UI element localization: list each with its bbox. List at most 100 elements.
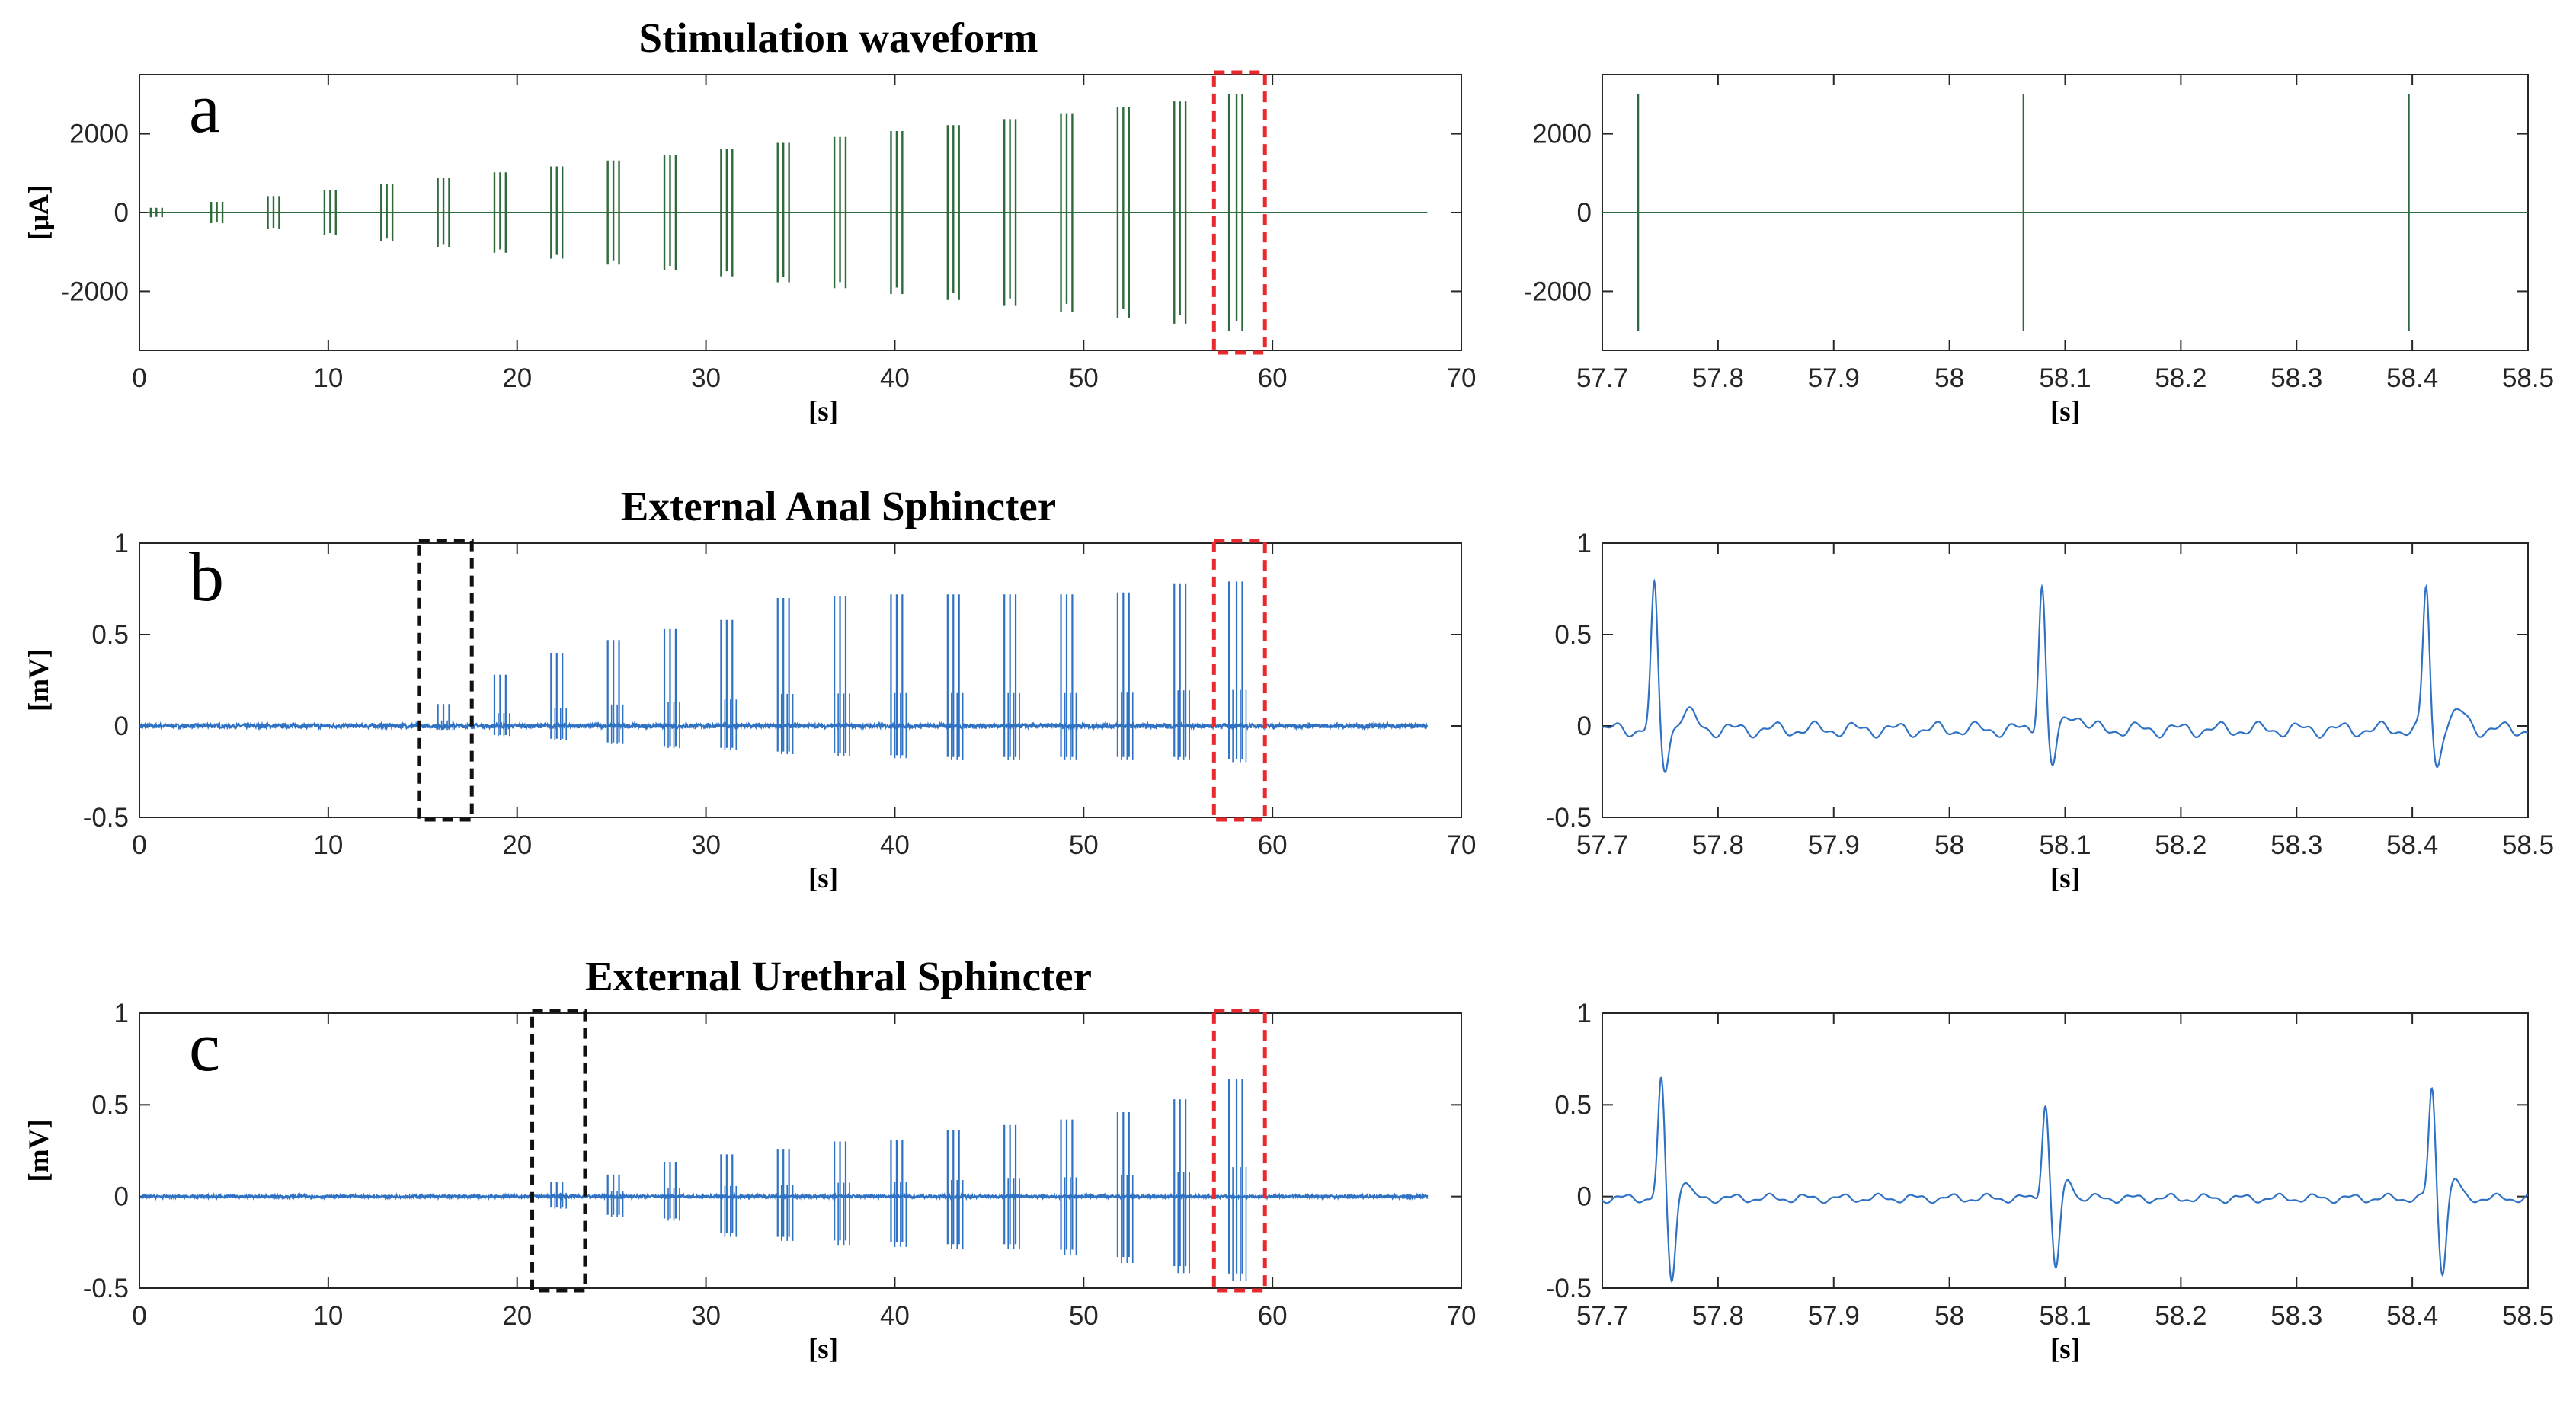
panel-b-anal-sphincter-zoom: 57.7 57.8 57.9 58 58.1 58.2 58.3 58.4 58.5 -0.5 0 0… xyxy=(1546,529,2554,894)
x-tick-label: 0 xyxy=(132,1301,146,1331)
y-tick-label: 0 xyxy=(1577,198,1592,228)
y-axis-label: [μA] xyxy=(24,185,55,240)
y-tick-label: 0 xyxy=(114,711,129,741)
y-tick-label: -0.5 xyxy=(1546,803,1592,833)
y-tick-label: 0 xyxy=(114,1182,129,1212)
x-tick-label: 70 xyxy=(1447,363,1477,393)
highlight-box xyxy=(1211,539,1267,822)
plot-area xyxy=(146,94,1428,331)
x-tick-label: 58.4 xyxy=(2386,830,2438,860)
panel-letter: b xyxy=(189,538,224,616)
y-tick-label: 1 xyxy=(114,999,129,1028)
y-tick-label: 0.5 xyxy=(91,1090,129,1120)
panel-title: External Urethral Sphincter xyxy=(585,953,1092,999)
y-tick-label: 0.5 xyxy=(1554,620,1592,650)
x-tick-label: 57.8 xyxy=(1692,1301,1744,1331)
x-tick-label: 58.5 xyxy=(2502,830,2554,860)
panel-c-urethral-sphincter-full: 0 10 20 30 40 50 60 70-0.500.51[s][mV]External … xyxy=(24,953,1476,1365)
panel-c-urethral-sphincter-zoom: 57.7 57.8 57.9 58 58.1 58.2 58.3 58.4 58.5 -0.5 0 0… xyxy=(1546,999,2554,1365)
x-tick-label: 58.2 xyxy=(2155,830,2206,860)
x-tick-label: 20 xyxy=(502,363,532,393)
plot-area xyxy=(1602,578,2528,773)
x-tick-label: 10 xyxy=(313,363,343,393)
panel-a-stimulation-zoom: 57.7 57.8 57.9 58 58.1 58.2 58.3 58.4 58.5 -2000 0… xyxy=(1523,74,2554,427)
x-tick-label: 10 xyxy=(313,1301,343,1331)
x-tick-label: 58 xyxy=(1934,363,1964,393)
plot-frame xyxy=(1602,1012,2529,1289)
y-tick-label: 2000 xyxy=(1532,120,1592,149)
y-tick-label: 0.5 xyxy=(1554,1090,1592,1120)
x-tick-label: 57.7 xyxy=(1576,1301,1628,1331)
x-tick-label: 58.5 xyxy=(2502,363,2554,393)
highlight-box xyxy=(1211,1009,1267,1293)
y-tick-label: 1 xyxy=(114,529,129,558)
y-tick-label: -2000 xyxy=(60,277,129,306)
panel-title: Stimulation waveform xyxy=(639,14,1038,61)
y-tick-label: 0 xyxy=(114,198,129,228)
emg-zoom-trace xyxy=(1602,578,2528,773)
highlight-box xyxy=(417,539,474,822)
panel-title: External Anal Sphincter xyxy=(621,483,1056,529)
y-axis-label: [mV] xyxy=(24,649,55,711)
x-tick-label: 50 xyxy=(1069,1301,1099,1331)
x-tick-label: 58.1 xyxy=(2039,1301,2091,1331)
x-tick-label: 58.3 xyxy=(2270,830,2322,860)
plot-area xyxy=(139,1079,1429,1281)
x-tick-label: 57.9 xyxy=(1808,363,1860,393)
y-tick-label: 0 xyxy=(1577,1182,1592,1212)
x-tick-label: 60 xyxy=(1258,363,1288,393)
panel-a-stimulation-full: 0 10 20 30 40 50 60 70 -2000 0 2000 [s] [μA] Stimulat… xyxy=(24,14,1476,427)
y-tick-label: 2000 xyxy=(69,120,129,149)
x-tick-label: 60 xyxy=(1258,830,1288,860)
x-axis-label: [s] xyxy=(808,396,838,427)
x-tick-label: 58.5 xyxy=(2502,1301,2554,1331)
panel-letter: a xyxy=(189,69,220,147)
emg-zoom-trace xyxy=(1602,1076,2528,1284)
y-tick-label: 1 xyxy=(1577,529,1592,558)
x-tick-label: 40 xyxy=(880,363,910,393)
highlight-box xyxy=(530,1009,587,1293)
x-tick-label: 58.2 xyxy=(2155,1301,2206,1331)
x-tick-label: 57.8 xyxy=(1692,363,1744,393)
x-tick-label: 20 xyxy=(502,830,532,860)
x-tick-label: 0 xyxy=(132,363,146,393)
y-tick-label: 0 xyxy=(1577,711,1592,741)
x-tick-label: 60 xyxy=(1258,1301,1288,1331)
highlight-box xyxy=(1211,70,1267,355)
x-tick-label: 58.4 xyxy=(2386,363,2438,393)
x-tick-label: 50 xyxy=(1069,363,1099,393)
x-tick-label: 10 xyxy=(313,830,343,860)
x-tick-label: 20 xyxy=(502,1301,532,1331)
y-tick-label: 1 xyxy=(1577,999,1592,1028)
x-tick-label: 57.9 xyxy=(1808,1301,1860,1331)
x-tick-label: 58.3 xyxy=(2270,1301,2322,1331)
x-tick-label: 40 xyxy=(880,1301,910,1331)
plot-area xyxy=(1602,1076,2528,1284)
x-axis-label: [s] xyxy=(2050,1334,2080,1365)
y-tick-label: 0.5 xyxy=(91,620,129,650)
y-axis-label: [mV] xyxy=(24,1119,55,1182)
plot-frame xyxy=(1602,542,2529,818)
x-tick-label: 58.2 xyxy=(2155,363,2206,393)
x-tick-label: 70 xyxy=(1447,1301,1477,1331)
y-tick-label: -0.5 xyxy=(83,803,129,833)
y-tick-label: -0.5 xyxy=(83,1274,129,1303)
x-tick-label: 57.7 xyxy=(1576,363,1628,393)
x-axis-label: [s] xyxy=(2050,396,2080,427)
x-tick-label: 50 xyxy=(1069,830,1099,860)
x-tick-label: 58.1 xyxy=(2039,363,2091,393)
x-tick-label: 70 xyxy=(1447,830,1477,860)
x-tick-label: 57.7 xyxy=(1576,830,1628,860)
x-tick-label: 58.1 xyxy=(2039,830,2091,860)
x-tick-label: 57.8 xyxy=(1692,830,1744,860)
x-axis-label: [s] xyxy=(2050,863,2080,894)
plot-frame xyxy=(139,542,1462,818)
x-tick-label: 58 xyxy=(1934,830,1964,860)
x-tick-label: 30 xyxy=(691,830,721,860)
plot-area xyxy=(1602,94,2528,331)
x-tick-label: 58 xyxy=(1934,1301,1964,1331)
x-tick-label: 58.4 xyxy=(2386,1301,2438,1331)
y-tick-label: -0.5 xyxy=(1546,1274,1592,1303)
x-tick-label: 0 xyxy=(132,830,146,860)
